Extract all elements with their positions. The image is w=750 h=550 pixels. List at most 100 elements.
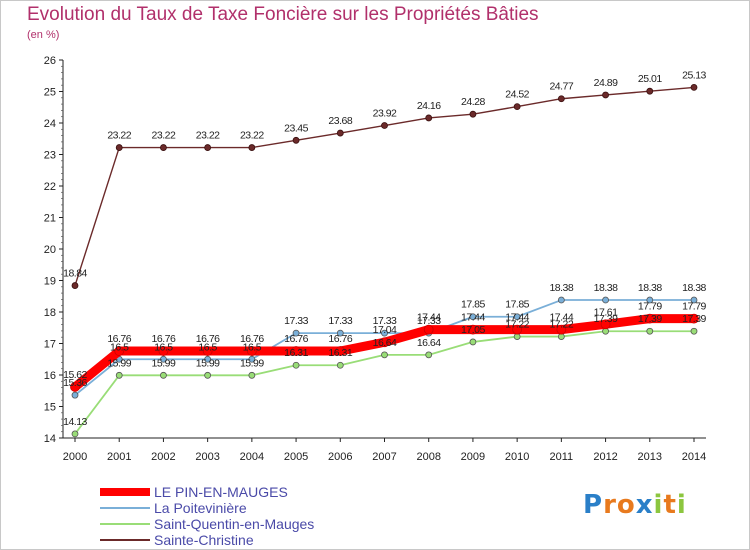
- data-point: [379, 337, 390, 348]
- legend-swatch: [100, 507, 150, 509]
- data-label: 16.5: [154, 341, 173, 353]
- data-label: 24.77: [549, 81, 573, 93]
- data-label: 17.22: [505, 319, 529, 331]
- data-point: [469, 110, 477, 118]
- data-label: 17.61: [594, 306, 618, 318]
- logo-letter: x: [635, 490, 654, 520]
- y-tick-label: 23: [44, 150, 56, 162]
- chart-subtitle: (en %): [27, 29, 60, 41]
- y-tick-label: 24: [44, 118, 56, 130]
- chart-title: Evolution du Taux de Taxe Foncière sur l…: [27, 4, 539, 25]
- data-label: 16.76: [196, 333, 220, 345]
- data-label: 18.84: [63, 268, 87, 280]
- data-label: 18.38: [638, 282, 662, 294]
- data-point: [381, 122, 388, 129]
- data-label: 17.44: [505, 312, 529, 324]
- data-label: 17.05: [461, 324, 485, 336]
- x-tick-label: 2008: [416, 451, 440, 463]
- x-tick-label: 2010: [505, 451, 529, 463]
- data-point: [115, 144, 123, 151]
- legend-label: La Poitevinière: [154, 500, 247, 516]
- legend-swatch: [100, 523, 150, 525]
- y-tick-label: 21: [44, 213, 56, 225]
- data-label: 14.13: [63, 416, 87, 428]
- data-label: 23.45: [284, 122, 308, 134]
- data-label: 17.33: [417, 315, 441, 327]
- data-point: [202, 346, 213, 356]
- data-label: 16.5: [110, 341, 129, 353]
- data-point: [160, 371, 167, 379]
- x-tick-label: 2002: [151, 451, 175, 463]
- data-label: 17.39: [594, 313, 618, 325]
- data-label: 16.31: [328, 347, 352, 359]
- data-label: 24.89: [594, 77, 618, 89]
- data-label: 25.01: [638, 73, 662, 85]
- axes: 14 15 16 17 18 19 20 21 22 23 24 25 26 2000 2001 2002 20…: [44, 55, 706, 463]
- data-point: [600, 319, 611, 330]
- legend-swatch: [100, 539, 150, 541]
- data-label: 15.62: [63, 369, 87, 381]
- x-tick-label: 2003: [195, 451, 219, 463]
- data-point: [423, 324, 434, 335]
- data-label: 15.36: [63, 377, 87, 389]
- data-point: [248, 355, 256, 363]
- data-label: 23.22: [152, 130, 176, 142]
- data-point: [246, 346, 257, 356]
- legend-label: LE PIN-EN-MAUGES: [154, 484, 288, 500]
- data-label: 15.99: [196, 357, 220, 369]
- legend-item: Saint-Quentin-en-Mauges: [100, 516, 420, 532]
- data-point: [512, 324, 523, 335]
- data-label: 16.76: [152, 333, 176, 345]
- data-point: [469, 338, 477, 346]
- x-tick-label: 2011: [550, 451, 574, 463]
- data-point: [644, 313, 655, 324]
- data-label: 23.22: [107, 130, 131, 142]
- data-point: [204, 371, 212, 379]
- data-point: [292, 329, 300, 337]
- data-label: 17.44: [549, 312, 573, 324]
- data-point: [291, 346, 301, 356]
- y-tick-label: 22: [44, 181, 56, 193]
- data-point: [690, 296, 698, 304]
- data-point: [513, 103, 521, 111]
- logo-letter: o: [616, 490, 636, 520]
- data-label: 17.33: [373, 315, 397, 327]
- data-point: [646, 327, 654, 335]
- data-label: 24.16: [417, 100, 441, 112]
- data-label: 16.76: [240, 333, 264, 345]
- logo-letter: i: [653, 490, 664, 520]
- y-tick-label: 18: [44, 307, 56, 319]
- data-point: [425, 114, 433, 122]
- data-point: [381, 329, 388, 337]
- data-point: [690, 327, 698, 335]
- proxiti-logo: Proxiti: [583, 490, 687, 520]
- data-point: [336, 361, 344, 369]
- series-layer: [70, 84, 699, 438]
- legend-label: Saint-Quentin-en-Mauges: [154, 516, 315, 532]
- data-point: [204, 355, 212, 363]
- data-label: 15.99: [107, 357, 131, 369]
- data-point: [336, 129, 344, 137]
- data-label: 18.38: [682, 282, 706, 294]
- data-label: 17.44: [417, 312, 441, 324]
- data-label: 16.5: [198, 341, 217, 353]
- data-point: [160, 144, 167, 151]
- data-label: 17.22: [549, 319, 573, 331]
- data-point: [115, 371, 123, 379]
- data-point: [158, 346, 169, 356]
- data-label: 23.68: [328, 115, 352, 127]
- y-tick-label: 25: [44, 87, 56, 99]
- data-label: 17.04: [373, 324, 397, 336]
- data-point: [646, 296, 654, 304]
- y-tick-label: 16: [44, 370, 56, 382]
- data-point: [557, 95, 565, 103]
- data-label: 23.22: [240, 130, 264, 142]
- data-label: 18.38: [549, 282, 573, 294]
- data-point: [292, 361, 300, 369]
- data-point: [646, 87, 654, 95]
- data-label: 15.99: [152, 357, 176, 369]
- legend-item: Sainte-Christine: [100, 532, 420, 548]
- data-label: 17.39: [682, 313, 706, 325]
- data-point: [71, 391, 79, 399]
